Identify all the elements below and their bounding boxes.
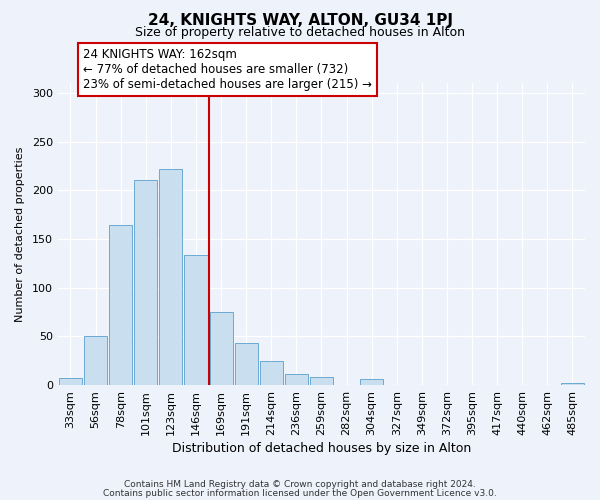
Text: 24, KNIGHTS WAY, ALTON, GU34 1PJ: 24, KNIGHTS WAY, ALTON, GU34 1PJ xyxy=(148,12,452,28)
Bar xyxy=(59,378,82,385)
Bar xyxy=(360,379,383,385)
Bar xyxy=(285,374,308,385)
Bar xyxy=(561,383,584,385)
Y-axis label: Number of detached properties: Number of detached properties xyxy=(15,146,25,322)
Bar xyxy=(209,312,233,385)
Text: Size of property relative to detached houses in Alton: Size of property relative to detached ho… xyxy=(135,26,465,39)
X-axis label: Distribution of detached houses by size in Alton: Distribution of detached houses by size … xyxy=(172,442,471,455)
Bar xyxy=(160,169,182,385)
Text: Contains public sector information licensed under the Open Government Licence v3: Contains public sector information licen… xyxy=(103,488,497,498)
Text: 24 KNIGHTS WAY: 162sqm
← 77% of detached houses are smaller (732)
23% of semi-de: 24 KNIGHTS WAY: 162sqm ← 77% of detached… xyxy=(83,48,372,91)
Bar xyxy=(260,360,283,385)
Bar xyxy=(84,336,107,385)
Bar xyxy=(235,343,258,385)
Bar xyxy=(310,378,333,385)
Text: Contains HM Land Registry data © Crown copyright and database right 2024.: Contains HM Land Registry data © Crown c… xyxy=(124,480,476,489)
Bar xyxy=(184,256,208,385)
Bar xyxy=(109,226,132,385)
Bar xyxy=(134,180,157,385)
